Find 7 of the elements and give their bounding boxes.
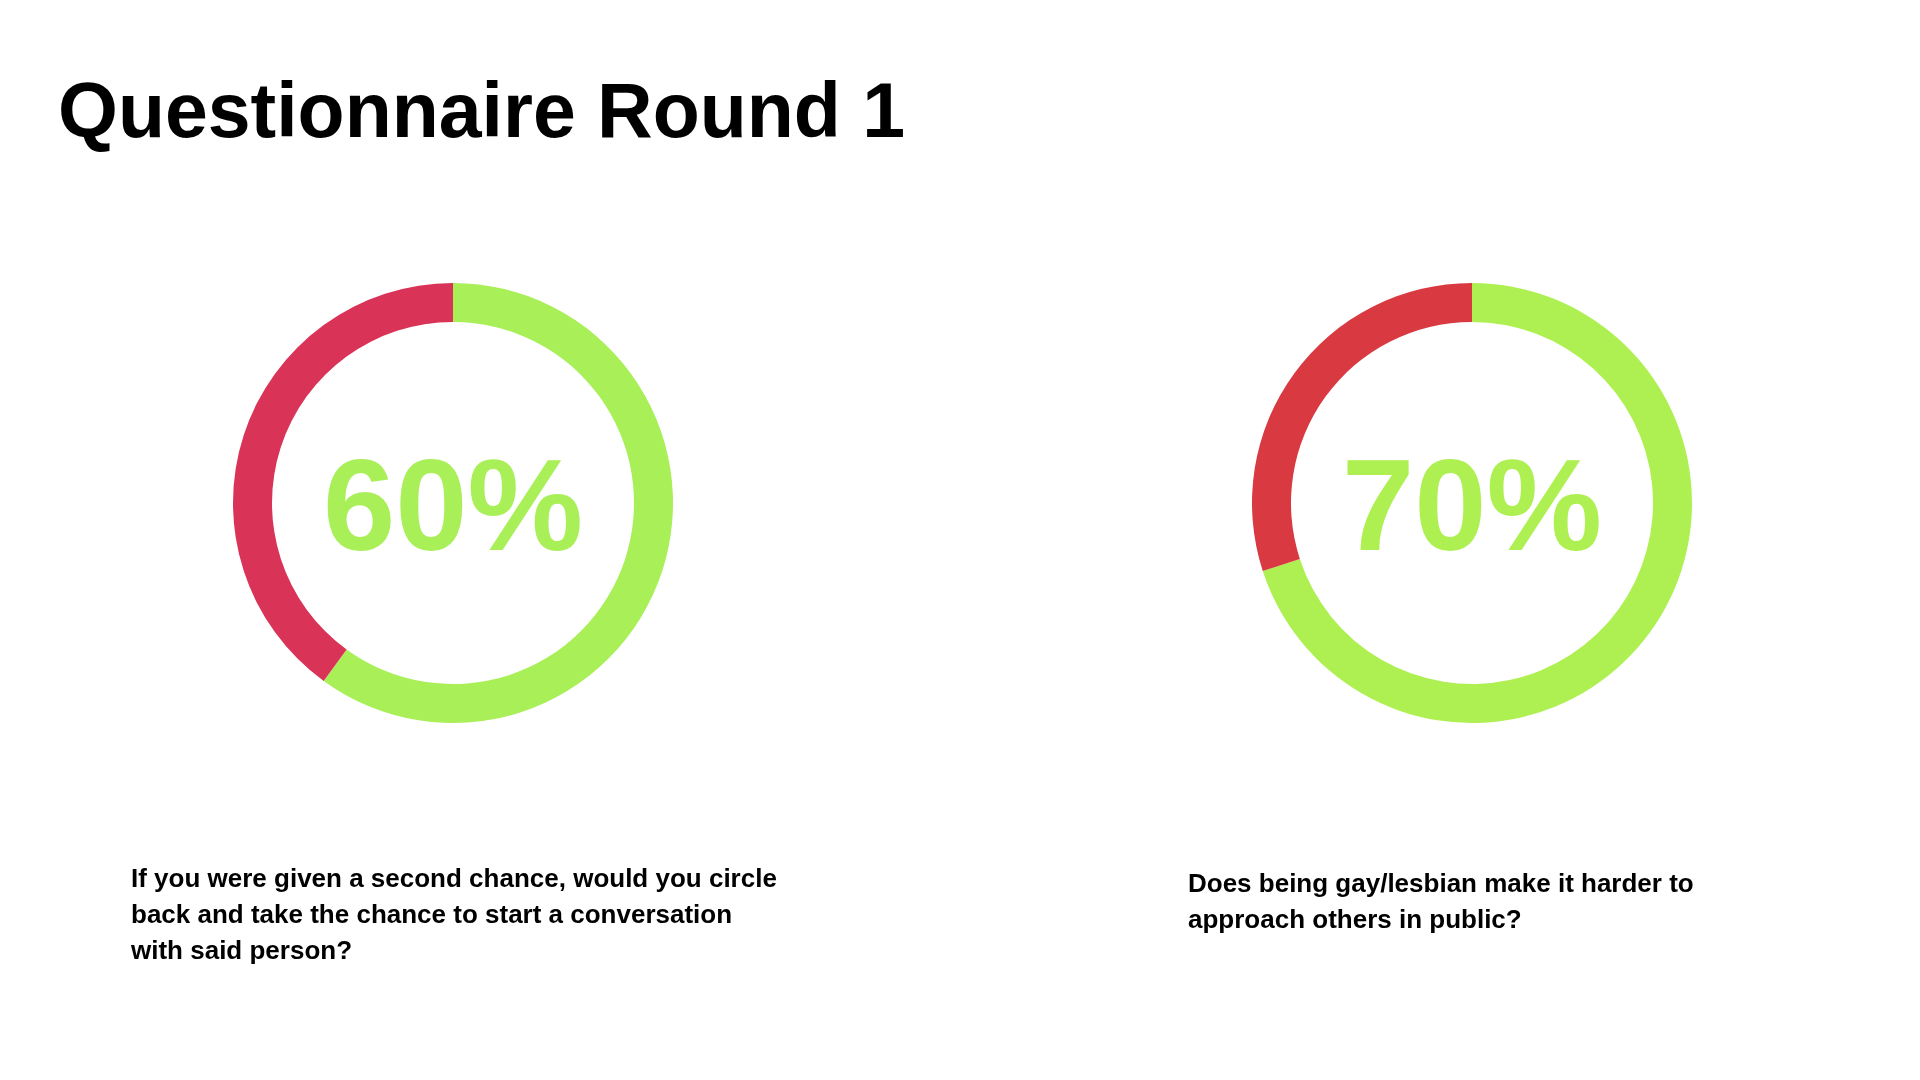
text: Does being gay/lesbian make it harder to approach others in public? (1188, 868, 1694, 934)
data-label: 70% (1341, 431, 1603, 578)
donut-slice (1262, 283, 1692, 723)
donut-slice (323, 283, 673, 723)
data-label: 60% (322, 431, 584, 578)
chart-title: Questionnaire Round 1 (58, 67, 906, 153)
text: If you were given a second chance, would you circle back and take the chance to start a conversation with said person? (130, 863, 777, 965)
